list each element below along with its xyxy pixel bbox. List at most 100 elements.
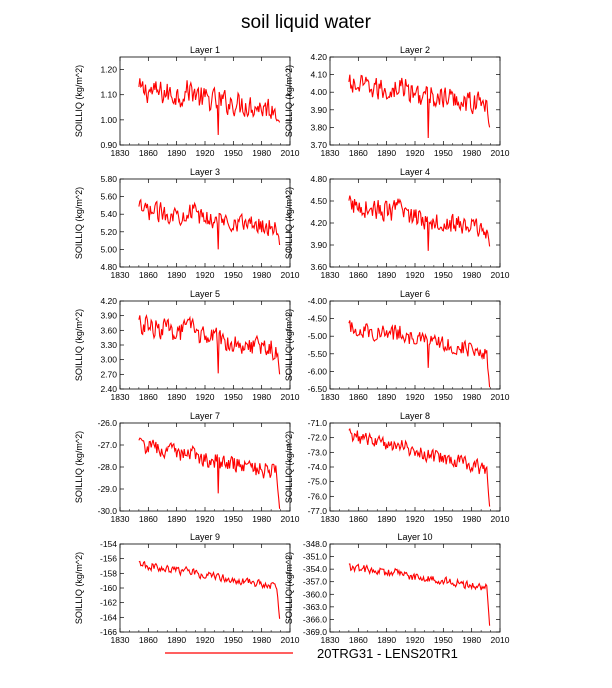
panel-layer-3: Layer 3 SOILLIQ (kg/m^2) 1830 1860 1890 1920 1… <box>74 167 300 280</box>
y-tick-label: 5.20 <box>100 227 117 237</box>
x-tick-label: 2010 <box>281 148 300 158</box>
x-tick-label: 1890 <box>167 635 186 645</box>
x-tick-label: 1920 <box>406 270 425 280</box>
y-tick-label: -29.0 <box>98 484 118 494</box>
y-tick-label: 4.20 <box>100 296 117 306</box>
x-tick-label: 1830 <box>111 635 130 645</box>
y-tick-label: -76.0 <box>308 491 328 501</box>
x-tick-label: 1980 <box>462 514 481 524</box>
x-tick-label: 1980 <box>252 270 271 280</box>
x-tick-label: 1830 <box>321 514 340 524</box>
panel-layer-1: Layer 1 SOILLIQ (kg/m^2) 1830 1860 1890 1920 1… <box>74 45 300 158</box>
panel-title: Layer 5 <box>190 289 220 299</box>
x-tick-label: 1980 <box>252 148 271 158</box>
panel-layer-10: Layer 10 SOILLIQ (kg/m^2) 1830 1860 1890 1920… <box>284 532 510 645</box>
x-tick-label: 1920 <box>406 392 425 402</box>
y-tick-label: 2.40 <box>100 384 117 394</box>
x-tick-label: 1950 <box>224 270 243 280</box>
series-line <box>348 195 491 251</box>
x-tick-label: 1920 <box>196 270 215 280</box>
x-tick-label: 1980 <box>462 270 481 280</box>
x-tick-label: 1890 <box>167 270 186 280</box>
series-line <box>138 437 281 509</box>
panel-title: Layer 6 <box>400 289 430 299</box>
y-axis-label: SOILLIQ (kg/m^2) <box>74 65 84 137</box>
y-tick-label: -366.0 <box>303 614 327 624</box>
x-tick-label: 1950 <box>224 635 243 645</box>
x-tick-label: 1920 <box>406 514 425 524</box>
y-tick-label: 1.20 <box>100 65 117 75</box>
x-tick-label: 1890 <box>377 270 396 280</box>
x-tick-label: 1830 <box>111 270 130 280</box>
plot-frame <box>329 300 501 390</box>
panel-layer-4: Layer 4 SOILLIQ (kg/m^2) 1830 1860 1890 1920 1… <box>284 167 510 280</box>
y-tick-label: -77.0 <box>308 506 328 516</box>
y-tick-label: -71.0 <box>308 418 328 428</box>
y-tick-label: 3.70 <box>310 140 327 150</box>
panel-title: Layer 1 <box>190 45 220 55</box>
x-tick-label: 1980 <box>252 392 271 402</box>
y-tick-label: 4.80 <box>100 262 117 272</box>
panel-title: Layer 4 <box>400 167 430 177</box>
y-tick-label: 3.90 <box>310 240 327 250</box>
y-tick-label: 5.40 <box>100 209 117 219</box>
x-tick-label: 1860 <box>349 635 368 645</box>
y-tick-label: -5.50 <box>308 349 328 359</box>
y-tick-label: 3.60 <box>100 325 117 335</box>
y-tick-label: 3.00 <box>100 355 117 365</box>
y-tick-label: -360.0 <box>303 589 327 599</box>
y-axis-label: SOILLIQ (kg/m^2) <box>284 65 294 137</box>
y-tick-label: 4.20 <box>310 218 327 228</box>
panel-title: Layer 8 <box>400 411 430 421</box>
x-tick-label: 1920 <box>406 635 425 645</box>
series-line <box>138 198 281 250</box>
panel-title: Layer 9 <box>190 532 220 542</box>
series-line <box>348 74 491 138</box>
series-line <box>138 560 281 619</box>
y-tick-label: -6.00 <box>308 366 328 376</box>
x-tick-label: 2010 <box>491 392 510 402</box>
y-tick-label: -348.0 <box>303 539 327 549</box>
x-tick-label: 1980 <box>462 148 481 158</box>
series-line <box>348 427 491 507</box>
y-axis-label: SOILLIQ (kg/m^2) <box>284 552 294 624</box>
x-tick-label: 1950 <box>224 392 243 402</box>
y-tick-label: 3.30 <box>100 340 117 350</box>
series-line <box>138 314 281 375</box>
y-tick-label: -357.0 <box>303 577 327 587</box>
y-axis-label: SOILLIQ (kg/m^2) <box>284 187 294 259</box>
y-tick-label: -27.0 <box>98 440 118 450</box>
x-tick-label: 1860 <box>139 514 158 524</box>
y-tick-label: 0.90 <box>100 140 117 150</box>
x-tick-label: 1950 <box>224 148 243 158</box>
x-tick-label: 1980 <box>462 392 481 402</box>
y-axis-label: SOILLIQ (kg/m^2) <box>74 431 84 503</box>
x-tick-label: 1950 <box>434 635 453 645</box>
y-axis-label: SOILLIQ (kg/m^2) <box>284 309 294 381</box>
y-tick-label: 4.00 <box>310 87 327 97</box>
x-tick-label: 1920 <box>406 148 425 158</box>
plot-frame <box>119 56 291 146</box>
x-tick-label: 1830 <box>321 392 340 402</box>
y-tick-label: 3.80 <box>310 122 327 132</box>
x-tick-label: 1980 <box>252 514 271 524</box>
x-tick-label: 1950 <box>224 514 243 524</box>
panel-layer-5: Layer 5 SOILLIQ (kg/m^2) 1830 1860 1890 1920 1… <box>74 289 300 402</box>
y-tick-label: 3.60 <box>310 262 327 272</box>
y-tick-label: -73.0 <box>308 447 328 457</box>
x-tick-label: 1980 <box>252 635 271 645</box>
panel-layer-7: Layer 7 SOILLIQ (kg/m^2) 1830 1860 1890 1920 1… <box>74 411 300 524</box>
y-tick-label: 4.80 <box>310 174 327 184</box>
plot-frame <box>119 178 291 268</box>
y-tick-label: -156 <box>100 554 117 564</box>
y-tick-label: -28.0 <box>98 462 118 472</box>
y-axis-label: SOILLIQ (kg/m^2) <box>74 187 84 259</box>
x-tick-label: 1890 <box>167 392 186 402</box>
y-tick-label: 5.60 <box>100 192 117 202</box>
y-tick-label: 3.90 <box>100 311 117 321</box>
y-tick-label: 5.00 <box>100 244 117 254</box>
x-tick-label: 1860 <box>349 148 368 158</box>
x-tick-label: 2010 <box>281 392 300 402</box>
